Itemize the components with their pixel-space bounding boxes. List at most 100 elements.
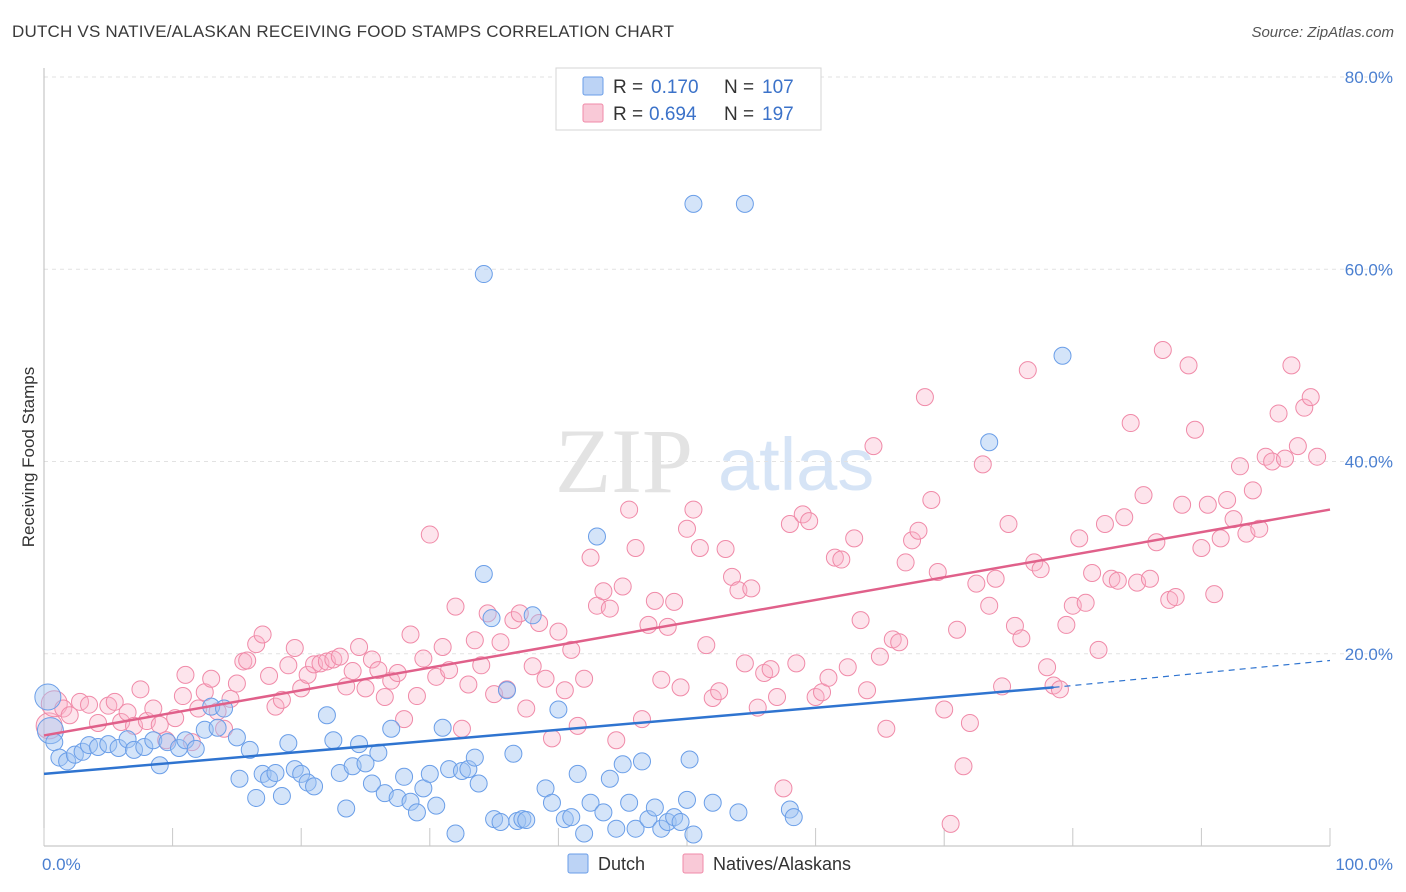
natives-point — [665, 592, 684, 611]
natives-point — [1050, 680, 1069, 699]
natives-point — [768, 688, 787, 707]
dutch-point — [186, 739, 205, 758]
y-tick-label: 40.0% — [1345, 453, 1393, 472]
dutch-point — [469, 774, 488, 793]
natives-point — [1192, 539, 1211, 558]
natives-point — [928, 563, 947, 582]
natives-point — [671, 678, 690, 697]
dutch-point — [626, 819, 645, 838]
natives-point — [536, 669, 555, 688]
natives-point — [909, 521, 928, 540]
natives-point — [459, 675, 478, 694]
natives-point — [1070, 529, 1089, 548]
natives-point — [1031, 560, 1050, 579]
dutch-point — [135, 737, 154, 756]
natives-point — [215, 719, 234, 738]
natives-point — [690, 539, 709, 558]
natives-point — [1205, 585, 1224, 604]
natives-point — [131, 680, 150, 699]
natives-point — [266, 697, 285, 716]
natives-point — [1089, 640, 1108, 659]
dutch-point — [36, 717, 64, 745]
natives-point — [375, 688, 394, 707]
dutch-point — [266, 763, 285, 782]
dutch-point — [272, 787, 291, 806]
dutch-point — [613, 755, 632, 774]
natives-point — [1308, 447, 1327, 466]
natives-point — [903, 531, 922, 550]
dutch-point — [45, 733, 64, 752]
natives-point — [407, 687, 426, 706]
dutch-point — [680, 750, 699, 769]
dutch-point — [80, 736, 99, 755]
dutch-point — [587, 527, 606, 546]
natives-point — [1275, 449, 1294, 468]
dutch-point — [620, 793, 639, 812]
dutch-point — [382, 719, 401, 738]
dutch-point — [401, 792, 420, 811]
dutch-point — [118, 730, 137, 749]
natives-point — [356, 679, 375, 698]
dutch-point — [632, 752, 651, 771]
dutch-point — [703, 793, 722, 812]
natives-point — [80, 695, 99, 714]
natives-point — [523, 657, 542, 676]
dutch-point — [324, 731, 343, 750]
natives-point — [613, 577, 632, 596]
natives-point — [941, 814, 960, 833]
bottom-legend-dutch-swatch — [567, 853, 589, 874]
natives-point — [632, 710, 651, 729]
natives-point — [395, 710, 414, 729]
natives-point — [279, 656, 298, 675]
natives-point — [575, 669, 594, 688]
bottom-legend-dutch-label: Dutch — [598, 854, 645, 874]
natives-point — [915, 388, 934, 407]
natives-point — [896, 553, 915, 572]
natives-point — [825, 548, 844, 567]
natives-point — [343, 662, 362, 681]
chart-title: DUTCH VS NATIVE/ALASKAN RECEIVING FOOD S… — [12, 22, 675, 41]
dutch-point — [240, 740, 259, 759]
legend-natives-swatch — [582, 103, 604, 123]
natives-point — [922, 490, 941, 509]
dutch-point — [645, 798, 664, 817]
dutch-point — [58, 752, 77, 771]
bottom-legend-natives-swatch — [682, 853, 704, 874]
natives-point — [491, 633, 510, 652]
dutch-point — [581, 793, 600, 812]
natives-point — [607, 731, 626, 750]
natives-point — [1243, 481, 1262, 500]
source-label: Source: ZipAtlas.com — [1251, 24, 1394, 41]
natives-point — [858, 681, 877, 700]
dutch-point — [427, 796, 446, 815]
natives-point — [1295, 398, 1314, 417]
natives-point — [568, 716, 587, 735]
natives-point — [420, 525, 439, 544]
natives-point — [446, 597, 465, 616]
natives-point — [710, 682, 729, 701]
dutch-point — [247, 788, 266, 807]
natives-point — [1153, 340, 1172, 359]
watermark-atlas: atlas — [718, 423, 874, 506]
y-tick-label: 20.0% — [1345, 645, 1393, 664]
dutch-point — [684, 194, 703, 213]
dutch-point — [99, 735, 118, 754]
dutch-point — [729, 803, 748, 822]
dutch-point — [337, 799, 356, 818]
x-tick-marks — [43, 828, 1331, 846]
natives-point — [581, 548, 600, 567]
natives-point — [960, 713, 979, 732]
x-tick-label-min: 0.0% — [42, 855, 81, 874]
dutch-points — [34, 194, 1072, 844]
dutch-point — [317, 706, 336, 725]
natives-point — [150, 715, 169, 734]
series-legend: Dutch Natives/Alaskans — [567, 853, 851, 874]
natives-point — [735, 654, 754, 673]
dutch-point — [575, 824, 594, 843]
dutch-point — [549, 700, 568, 719]
y-tick-labels: 20.0% 40.0% 60.0% 80.0% — [1345, 68, 1393, 664]
natives-point — [1288, 437, 1307, 456]
dutch-point — [474, 564, 493, 583]
dutch-point — [350, 735, 369, 754]
dutch-point — [144, 731, 163, 750]
